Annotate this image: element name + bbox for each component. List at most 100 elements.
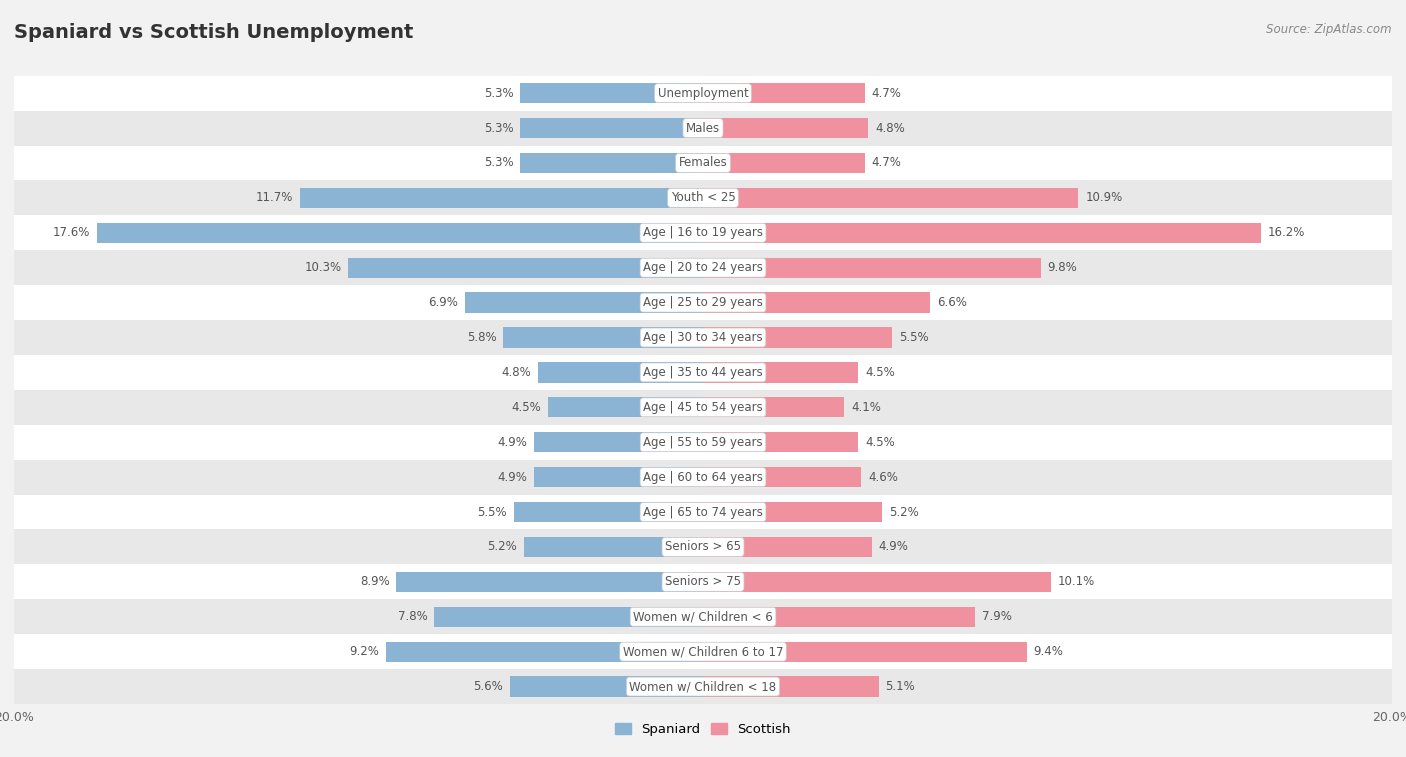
Text: 10.1%: 10.1%: [1057, 575, 1095, 588]
FancyBboxPatch shape: [14, 251, 1392, 285]
Text: 16.2%: 16.2%: [1268, 226, 1305, 239]
Text: 6.9%: 6.9%: [429, 296, 458, 309]
Bar: [349, 257, 703, 278]
Text: 4.5%: 4.5%: [865, 436, 894, 449]
Text: 4.7%: 4.7%: [872, 157, 901, 170]
Bar: [396, 572, 703, 592]
Bar: [520, 83, 703, 103]
Bar: [703, 118, 869, 139]
Text: 5.8%: 5.8%: [467, 331, 496, 344]
Text: Males: Males: [686, 122, 720, 135]
Bar: [703, 677, 879, 696]
Bar: [524, 537, 703, 557]
Text: 5.3%: 5.3%: [484, 157, 513, 170]
Text: 4.8%: 4.8%: [875, 122, 905, 135]
Text: 9.2%: 9.2%: [349, 645, 380, 658]
FancyBboxPatch shape: [14, 76, 1392, 111]
Bar: [703, 363, 858, 382]
Bar: [299, 188, 703, 208]
Bar: [703, 502, 882, 522]
Text: Women w/ Children < 18: Women w/ Children < 18: [630, 680, 776, 693]
Bar: [520, 118, 703, 139]
Text: 5.2%: 5.2%: [889, 506, 918, 519]
Text: 10.9%: 10.9%: [1085, 192, 1122, 204]
Bar: [387, 641, 703, 662]
Text: 10.3%: 10.3%: [304, 261, 342, 274]
Text: 6.6%: 6.6%: [938, 296, 967, 309]
Bar: [534, 432, 703, 453]
Bar: [703, 327, 893, 347]
FancyBboxPatch shape: [14, 565, 1392, 600]
Text: 11.7%: 11.7%: [256, 192, 292, 204]
Text: Age | 16 to 19 years: Age | 16 to 19 years: [643, 226, 763, 239]
FancyBboxPatch shape: [14, 425, 1392, 459]
Bar: [703, 537, 872, 557]
Bar: [703, 397, 844, 417]
Text: Age | 60 to 64 years: Age | 60 to 64 years: [643, 471, 763, 484]
Bar: [703, 188, 1078, 208]
Text: Women w/ Children < 6: Women w/ Children < 6: [633, 610, 773, 623]
Text: 5.5%: 5.5%: [477, 506, 506, 519]
Bar: [703, 606, 976, 627]
FancyBboxPatch shape: [14, 355, 1392, 390]
Text: Females: Females: [679, 157, 727, 170]
Text: 4.7%: 4.7%: [872, 86, 901, 100]
Text: Age | 45 to 54 years: Age | 45 to 54 years: [643, 400, 763, 414]
FancyBboxPatch shape: [14, 634, 1392, 669]
Bar: [703, 83, 865, 103]
FancyBboxPatch shape: [14, 145, 1392, 180]
Bar: [510, 677, 703, 696]
Bar: [703, 257, 1040, 278]
Text: 9.8%: 9.8%: [1047, 261, 1077, 274]
FancyBboxPatch shape: [14, 494, 1392, 529]
Bar: [703, 467, 862, 488]
FancyBboxPatch shape: [14, 459, 1392, 494]
Bar: [703, 641, 1026, 662]
Text: Age | 20 to 24 years: Age | 20 to 24 years: [643, 261, 763, 274]
Text: 7.9%: 7.9%: [981, 610, 1012, 623]
Text: 4.5%: 4.5%: [865, 366, 894, 379]
Text: 17.6%: 17.6%: [52, 226, 90, 239]
FancyBboxPatch shape: [14, 320, 1392, 355]
Text: 5.6%: 5.6%: [474, 680, 503, 693]
Bar: [520, 153, 703, 173]
Text: Age | 30 to 34 years: Age | 30 to 34 years: [643, 331, 763, 344]
Text: Age | 25 to 29 years: Age | 25 to 29 years: [643, 296, 763, 309]
Text: 4.9%: 4.9%: [498, 471, 527, 484]
Text: Seniors > 75: Seniors > 75: [665, 575, 741, 588]
Bar: [703, 432, 858, 453]
Text: Women w/ Children 6 to 17: Women w/ Children 6 to 17: [623, 645, 783, 658]
Text: Age | 35 to 44 years: Age | 35 to 44 years: [643, 366, 763, 379]
Text: 5.5%: 5.5%: [900, 331, 929, 344]
Text: Spaniard vs Scottish Unemployment: Spaniard vs Scottish Unemployment: [14, 23, 413, 42]
FancyBboxPatch shape: [14, 285, 1392, 320]
Text: 4.8%: 4.8%: [501, 366, 531, 379]
Text: Youth < 25: Youth < 25: [671, 192, 735, 204]
Bar: [513, 502, 703, 522]
Bar: [503, 327, 703, 347]
Text: 4.6%: 4.6%: [869, 471, 898, 484]
Text: 4.1%: 4.1%: [851, 400, 882, 414]
FancyBboxPatch shape: [14, 180, 1392, 215]
Text: 5.3%: 5.3%: [484, 86, 513, 100]
Text: 8.9%: 8.9%: [360, 575, 389, 588]
Text: Age | 65 to 74 years: Age | 65 to 74 years: [643, 506, 763, 519]
Text: 5.2%: 5.2%: [488, 540, 517, 553]
Text: Source: ZipAtlas.com: Source: ZipAtlas.com: [1267, 23, 1392, 36]
Bar: [434, 606, 703, 627]
Bar: [97, 223, 703, 243]
Bar: [465, 292, 703, 313]
Text: 4.9%: 4.9%: [879, 540, 908, 553]
Legend: Spaniard, Scottish: Spaniard, Scottish: [610, 718, 796, 741]
Text: 5.3%: 5.3%: [484, 122, 513, 135]
Text: 7.8%: 7.8%: [398, 610, 427, 623]
Text: 9.4%: 9.4%: [1033, 645, 1063, 658]
Bar: [703, 223, 1261, 243]
Bar: [703, 153, 865, 173]
Bar: [703, 572, 1050, 592]
Text: 4.5%: 4.5%: [512, 400, 541, 414]
FancyBboxPatch shape: [14, 390, 1392, 425]
Text: Age | 55 to 59 years: Age | 55 to 59 years: [643, 436, 763, 449]
Bar: [548, 397, 703, 417]
FancyBboxPatch shape: [14, 600, 1392, 634]
